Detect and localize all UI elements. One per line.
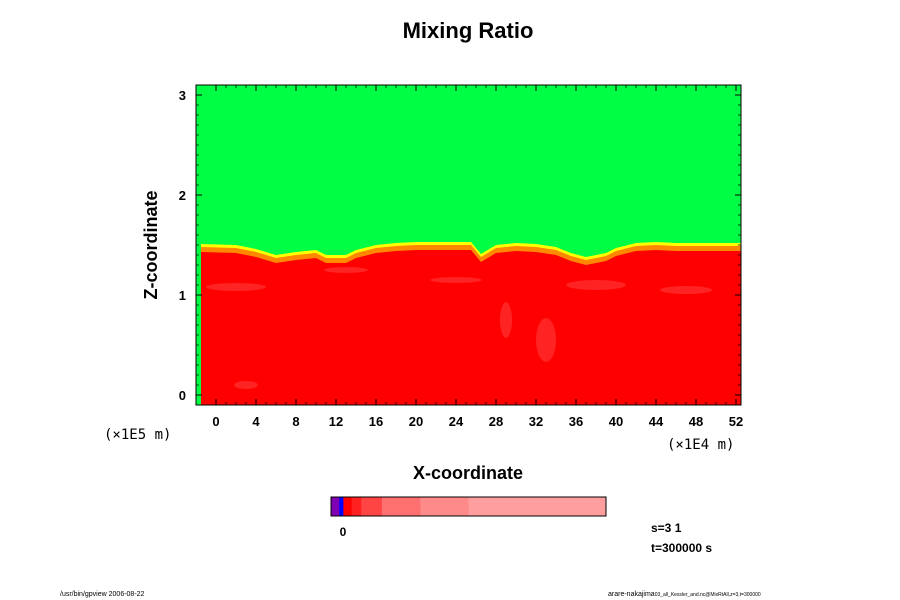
lower-field-region — [201, 250, 741, 405]
footer-left: /usr/bin/gpview 2006-08-22 — [60, 591, 145, 598]
x-tick-label: 32 — [529, 414, 543, 429]
s-annotation: s=3 1 — [651, 521, 682, 535]
colorbar-cell — [468, 497, 607, 516]
y-tick-label: 3 — [179, 88, 186, 103]
colorbar-cell — [361, 497, 383, 516]
x-tick-label: 8 — [292, 414, 299, 429]
colorbar-cell — [351, 497, 362, 516]
lower-field-patch — [536, 318, 556, 362]
x-unit-label: (×1E4 m) — [667, 437, 734, 453]
chart-title: Mixing Ratio — [403, 18, 534, 43]
y-axis-label: Z-coordinate — [141, 190, 161, 299]
colorbar-cell — [339, 497, 344, 516]
footer-right-suffix: 03_all_Kessler_and.nc@MixRtAll,z=3,t=300… — [655, 592, 761, 598]
x-tick-label: 52 — [729, 414, 743, 429]
lower-field-patches — [206, 267, 712, 389]
x-tick-label: 36 — [569, 414, 583, 429]
x-tick-label: 40 — [609, 414, 623, 429]
y-axis: 0 1 2 3 — [179, 88, 741, 403]
x-tick-label: 0 — [212, 414, 219, 429]
x-tick-label: 20 — [409, 414, 423, 429]
lower-field-patch — [566, 280, 626, 290]
x-tick-label: 44 — [649, 414, 664, 429]
colorbar-cell — [331, 497, 340, 516]
lower-field-patch — [206, 283, 266, 291]
lower-field-patch — [660, 286, 712, 294]
x-axis: 0 4 8 12 16 20 24 28 32 36 40 44 48 52 — [212, 85, 743, 429]
y-tick-label: 0 — [179, 388, 186, 403]
t-annotation: t=300000 s — [651, 541, 712, 555]
colorbar-cell — [343, 497, 353, 516]
footer-right: arare-nakajima03_all_Kessler_and.nc@MixR… — [608, 591, 761, 598]
colorbar-tick-label: 0 — [340, 525, 347, 539]
x-tick-label: 12 — [329, 414, 343, 429]
x-axis-label: X-coordinate — [413, 463, 523, 483]
x-tick-label: 16 — [369, 414, 383, 429]
colorbar-cell — [420, 497, 469, 516]
lower-field-patch — [500, 302, 512, 338]
x-tick-label: 28 — [489, 414, 503, 429]
x-tick-label: 24 — [449, 414, 464, 429]
lower-field-patch — [430, 277, 482, 283]
colorbar: 0 — [330, 496, 607, 539]
x-tick-label: 48 — [689, 414, 703, 429]
y-tick-label: 1 — [179, 288, 186, 303]
lower-field-patch — [324, 267, 368, 273]
colorbar-cell — [381, 497, 421, 516]
colorbar-frame — [330, 496, 607, 517]
x-tick-label: 4 — [252, 414, 260, 429]
y-tick-label: 2 — [179, 188, 186, 203]
footer-right-name: arare-nakajima — [608, 591, 655, 598]
y-unit-label: (×1E5 m) — [104, 427, 171, 443]
lower-field-patch — [234, 381, 258, 389]
